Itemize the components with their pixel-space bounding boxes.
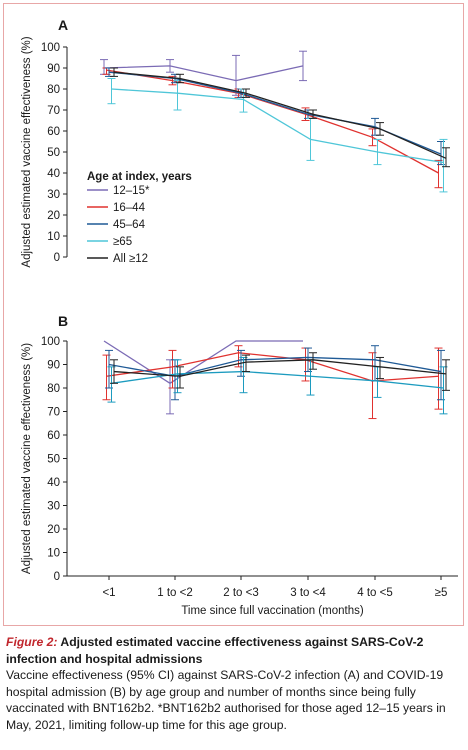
series-4	[107, 356, 448, 415]
x-tick-label: 4 to <5	[357, 587, 393, 599]
figure-frame	[3, 3, 464, 626]
series-3	[105, 67, 445, 166]
legend: Age at index, years 12–15* 16–44 45–64 ≥65 Al…	[87, 171, 192, 265]
y-tick-label: 60	[47, 126, 60, 138]
y-tick-label: 50	[47, 454, 60, 466]
legend-label: 12–15*	[113, 185, 150, 197]
series-5	[110, 352, 450, 391]
caption-figure-label: Figure 2:	[6, 635, 58, 649]
chart-panel-b: B 0 10 20 30 40 50 60 70 80 90 100 Adjusted estimate…	[21, 313, 458, 617]
caption-title: Figure 2: Adjusted estimated vaccine eff…	[6, 634, 462, 667]
y-tick-label: 80	[47, 84, 60, 96]
series-line	[106, 69, 439, 174]
caption-title-text: Adjusted estimated vaccine effectiveness…	[6, 635, 424, 666]
caption-body: Vaccine effectiveness (95% CI) against S…	[6, 668, 446, 732]
y-tick-label: 90	[47, 63, 60, 75]
series-1	[100, 50, 307, 96]
series-2	[102, 67, 443, 189]
y-tick-label: 80	[47, 383, 60, 395]
y-axis-label: Adjusted estimated vaccine effectiveness…	[21, 343, 33, 574]
y-tick-label: 0	[54, 252, 60, 264]
y-tick-label: 10	[47, 231, 60, 243]
panel-label: B	[58, 313, 68, 329]
y-tick-label: 50	[47, 147, 60, 159]
series-line	[113, 71, 447, 159]
y-tick-label: 100	[41, 336, 60, 348]
series-2	[102, 345, 443, 420]
y-tick-label: 20	[47, 210, 60, 222]
series-line	[103, 340, 303, 385]
y-tick-label: 40	[47, 477, 60, 489]
x-tick-label: ≥5	[435, 587, 448, 599]
y-tick-label: 70	[47, 105, 60, 117]
series-5	[110, 67, 450, 168]
x-axis-label: Time since full vaccination (months)	[181, 605, 364, 617]
legend-label: All ≥12	[113, 253, 148, 265]
y-tick-label: 90	[47, 360, 60, 372]
x-tick-label: <1	[102, 587, 115, 599]
legend-label: 16–44	[113, 202, 146, 214]
series-line	[108, 71, 442, 155]
panel-label: A	[58, 17, 68, 33]
y-tick-label: 60	[47, 430, 60, 442]
x-tick-label: 3 to <4	[290, 587, 326, 599]
y-tick-label: 30	[47, 189, 60, 201]
y-tick-label: 20	[47, 524, 60, 536]
legend-label: ≥65	[113, 236, 132, 248]
y-tick-label: 0	[54, 571, 60, 583]
y-tick-label: 100	[41, 42, 60, 54]
y-tick-label: 40	[47, 168, 60, 180]
series-line	[113, 359, 447, 377]
x-tick-label: 2 to <3	[223, 587, 259, 599]
series-1	[103, 340, 303, 415]
legend-title: Age at index, years	[87, 171, 192, 183]
figure-caption: Figure 2: Adjusted estimated vaccine eff…	[6, 634, 462, 733]
series-3	[105, 345, 445, 401]
y-tick-label: 70	[47, 407, 60, 419]
y-axis-label: Adjusted estimated vaccine effectiveness…	[21, 36, 33, 267]
chart-panel-a: A 0 10 20 30 40 50 60 70 80 90 100 Adjusted estimate…	[21, 17, 450, 268]
legend-label: 45–64	[113, 219, 146, 231]
series-line	[111, 88, 444, 164]
y-tick-label: 10	[47, 548, 60, 560]
series-line	[103, 65, 304, 82]
y-tick-label: 30	[47, 501, 60, 513]
series-line	[106, 352, 439, 382]
x-tick-label: 1 to <2	[157, 587, 193, 599]
series-line	[108, 356, 442, 377]
